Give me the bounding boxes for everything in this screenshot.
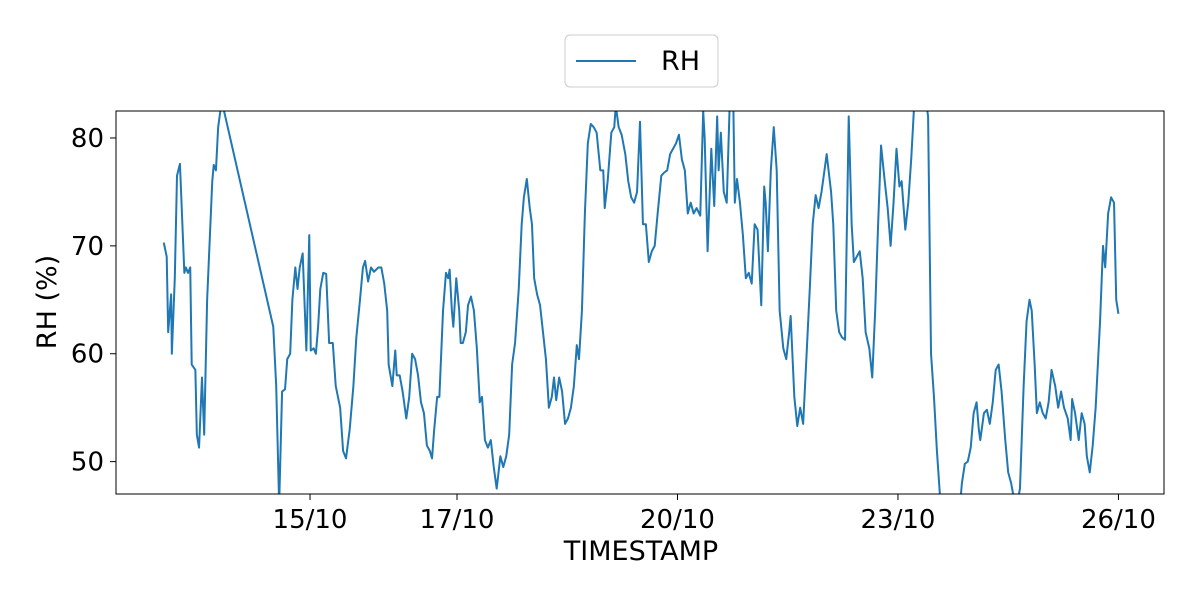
plot-area <box>115 110 1165 495</box>
y-tick-label: 80 <box>71 124 104 154</box>
x-tick-label: 15/10 <box>273 505 348 535</box>
y-axis-label: RH (%) <box>32 255 63 349</box>
data-line <box>162 111 1120 494</box>
y-tick-label: 70 <box>71 232 104 262</box>
x-axis-label: TIMESTAMP <box>563 536 718 567</box>
y-tick-label: 60 <box>71 340 104 370</box>
y-tick-label: 50 <box>71 448 104 478</box>
x-tick-label: 17/10 <box>420 505 495 535</box>
x-tick-label: 23/10 <box>860 505 935 535</box>
legend-box <box>564 34 719 88</box>
legend-label: RH <box>661 46 700 77</box>
x-tick-label: 20/10 <box>640 505 715 535</box>
x-tick-label: 26/10 <box>1081 505 1156 535</box>
